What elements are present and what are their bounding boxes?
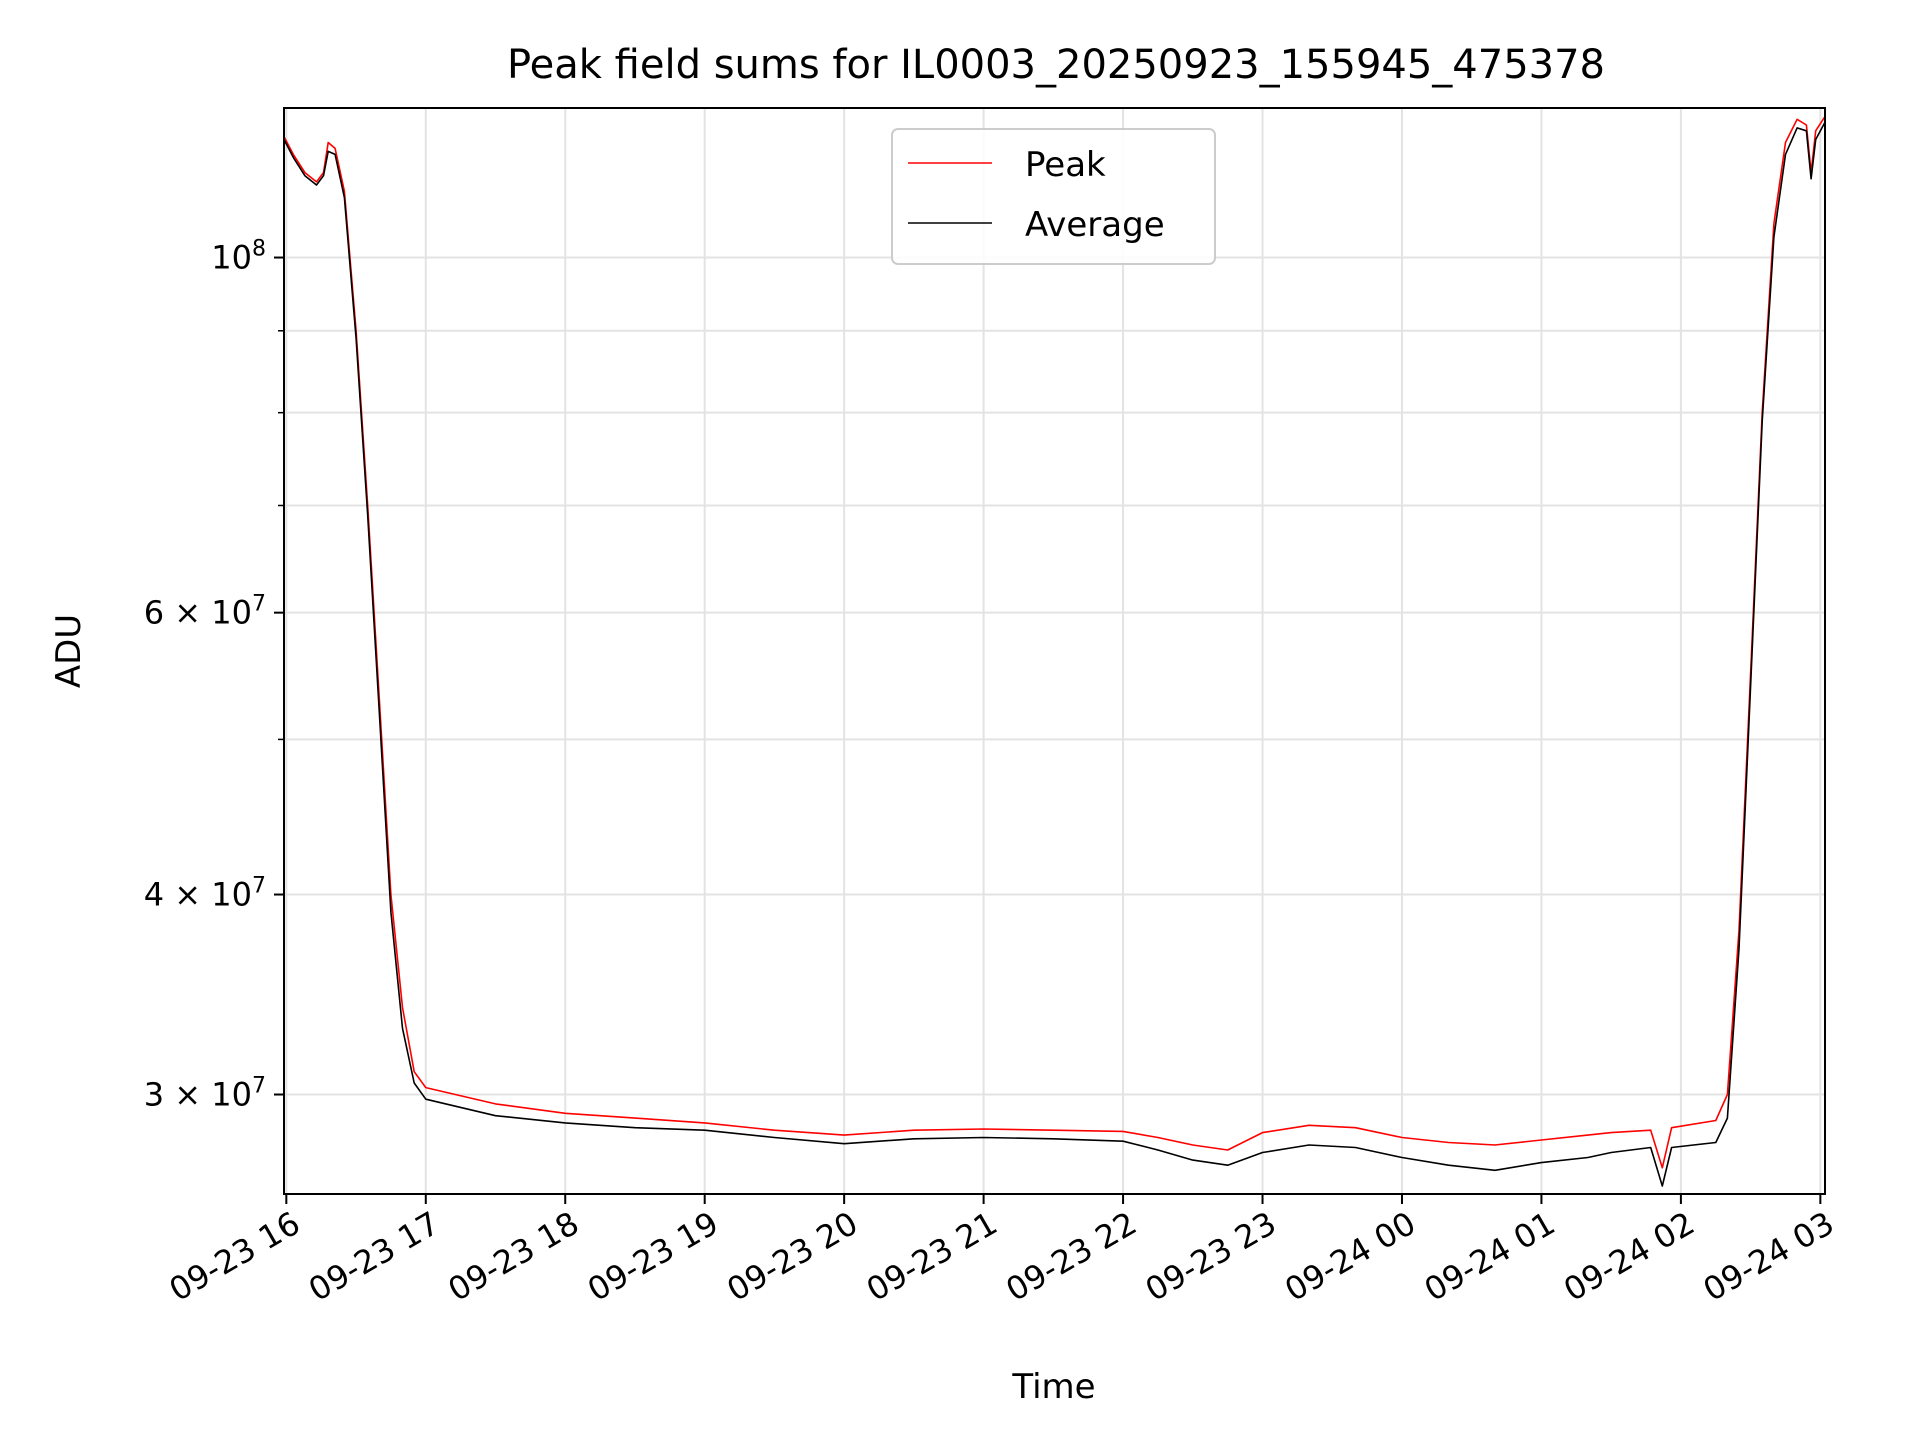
y-tick-label: 4 × 107: [144, 874, 266, 914]
legend-label-peak: Peak: [1025, 145, 1106, 185]
series-line-average: [283, 121, 1826, 1187]
y-tick-label: 108: [211, 237, 266, 277]
legend: Peak Average: [891, 128, 1216, 265]
series-layer: [283, 116, 1826, 1187]
y-tick-label: 3 × 107: [144, 1074, 266, 1114]
x-axis-label: Time: [1011, 1367, 1095, 1407]
plot-frame: [283, 107, 1826, 1195]
y-axis-label: ADU: [49, 614, 89, 688]
y-tick-label: 6 × 107: [144, 592, 266, 632]
grid: [284, 108, 1825, 1194]
chart-title: Peak field sums for IL0003_20250923_1559…: [507, 42, 1605, 88]
legend-label-average: Average: [1025, 205, 1165, 245]
y-axis: 108 6 × 107 4 × 107 3 × 107: [144, 237, 284, 1114]
